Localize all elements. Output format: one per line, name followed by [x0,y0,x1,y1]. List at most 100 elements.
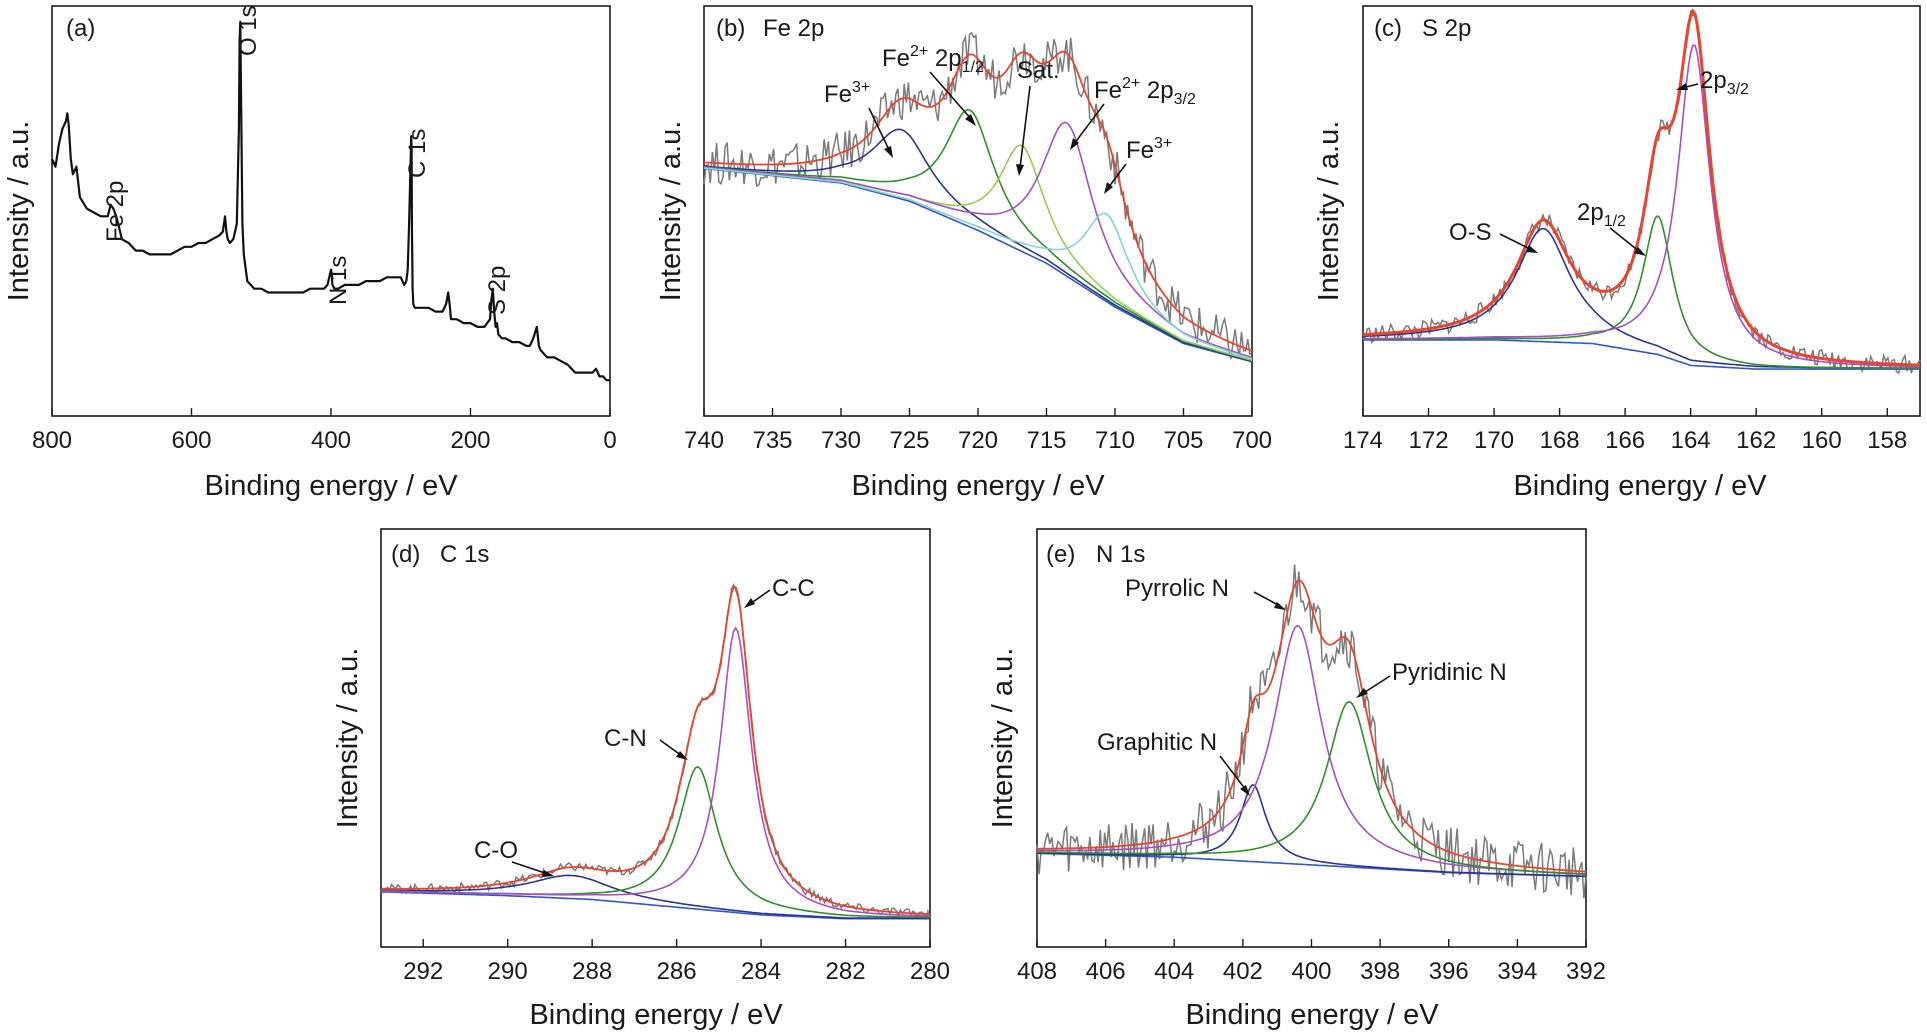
panel-a-plot [51,20,610,382]
panel-d-xlabel: Binding energy / eV [529,999,783,1031]
arrowhead-fe2-2p32 [1070,138,1079,150]
annotation-sat: Sat. [1017,57,1060,84]
panel-d-plot [380,582,931,921]
panel-b-xtick-label: 720 [958,427,998,454]
arrowhead-fe3-left [884,146,893,158]
panel-c-xtick-label: 174 [1343,427,1383,454]
panel-b-label: (b) [716,15,745,42]
annotation-2p32: 2p3/2 [1700,67,1749,98]
panel-e-ylabel: Intensity / a.u. [987,648,1019,829]
annotation-c1s: C 1s [404,129,431,178]
arrowhead-c-o [542,870,554,877]
panel-e-xtick-label: 404 [1154,958,1194,985]
panel-e-title: N 1s [1096,541,1145,568]
arrowhead-c-c [744,598,755,608]
panel-d-frame [380,528,931,948]
arrow-sat [1019,85,1031,169]
annotation-s2p: S 2p [484,266,511,315]
panel-b-ylabel: Intensity / a.u. [655,121,687,302]
annotation-c-c: C-C [772,575,815,602]
panel-c-ylabel: Intensity / a.u. [1313,121,1345,302]
panel-b-xtick-label: 725 [889,427,929,454]
raw-data-line [1362,9,1921,375]
panel-c-xtick-label: 170 [1474,427,1514,454]
panel-d: (d) C 1s Binding energy / eV Intensity /… [332,528,950,1031]
annotation-c-n: C-N [604,725,647,752]
panel-a-xticks: 800 600 400 200 0 [32,408,617,454]
arrow-fe3-left [868,107,891,153]
panel-e-xtick-label: 392 [1566,958,1606,985]
arrowhead-pyridinic-n [1356,688,1368,698]
panel-b-xtick-label: 715 [1026,427,1066,454]
panel-c-xtick-label: 168 [1540,427,1580,454]
arrow-fe3-right [1107,163,1127,189]
component-fe3--line [703,128,1253,362]
arrowhead-o-s [1526,245,1538,253]
arrow-graphitic-n [1219,755,1247,791]
arrow-o-s [1499,233,1533,251]
panel-a-xlabel: Binding energy / eV [204,470,458,502]
panel-b-plot [703,31,1253,363]
panel-c-frame [1362,5,1921,417]
panel-c-xlabel: Binding energy / eV [1513,470,1767,502]
annotation-o-s: O-S [1449,219,1492,246]
arrow-pyridinic-n [1361,675,1391,695]
annotation-pyrrolic-n: Pyrrolic N [1125,575,1229,602]
panel-c-xtick-label: 166 [1605,427,1645,454]
fit-envelope-line [703,50,1253,352]
arrow-2p12 [1609,227,1641,253]
panel-e-xtick-label: 398 [1360,958,1400,985]
panel-d-xticks: 292 290 288 286 284 282 280 [403,939,950,985]
fit-envelope-line [381,586,931,916]
panel-c: (c) S 2p Binding energy / eV Intensity /… [1313,5,1921,502]
panel-c-label: (c) [1374,15,1402,42]
component-fe2-2p3-2-line [703,121,1253,359]
component-pyridinic-n-line [1037,700,1587,875]
panel-b-xtick-label: 740 [684,427,724,454]
annotation-o1s: O 1s [235,5,262,56]
panel-b-xtick-label: 705 [1163,427,1203,454]
panel-a-xtick-label: 0 [603,427,616,454]
annotation-fe3-left: Fe3+ [824,79,870,108]
annotation-graphitic-n: Graphitic N [1097,729,1217,756]
component-fe3--line [703,167,1253,360]
raw-data-line [703,31,1253,360]
fit-envelope-line [1362,8,1920,367]
panel-d-title: C 1s [440,541,489,568]
panel-d-xtick-label: 286 [657,958,697,985]
panel-e-xlabel: Binding energy / eV [1185,999,1439,1031]
fit-envelope-line [1037,579,1587,873]
panel-d-xtick-label: 290 [488,958,528,985]
panel-b-xlabel: Binding energy / eV [851,470,1105,502]
arrowhead-fe3-right [1104,182,1113,194]
panel-e-annotations: Graphitic N Pyrrolic N Pyridinic N [1097,575,1507,796]
baseline-line [1363,339,1920,370]
panel-a-label: (a) [66,15,95,42]
arrowhead-graphitic-n [1240,785,1250,796]
panel-a-xtick-label: 600 [171,427,211,454]
component-c-o-line [381,874,930,920]
panel-d-xtick-label: 280 [910,958,950,985]
panel-e-xticks: 408 406 404 402 400 398 396 394 392 [1017,939,1606,985]
panel-d-label: (d) [391,541,420,568]
arrow-c-o [511,861,549,875]
panel-a: (a) Binding energy / eV Intensity / a.u.… [3,5,617,502]
panel-b-xtick-label: 730 [821,427,861,454]
annotation-n1s: N 1s [325,256,352,305]
arrowhead-pyrrolic-n [1274,602,1286,610]
annotation-pyridinic-n: Pyridinic N [1392,659,1507,686]
panel-d-xtick-label: 292 [403,958,443,985]
component-graphitic-n-line [1037,784,1587,878]
panel-e-xtick-label: 406 [1086,958,1126,985]
panel-c-xtick-label: 158 [1867,427,1907,454]
arrowhead-c-n [676,751,688,760]
panel-b-xtick-label: 710 [1095,427,1135,454]
panel-b-xtick-label: 700 [1232,427,1272,454]
panel-c-xtick-label: 162 [1736,427,1776,454]
panel-c-xtick-label: 160 [1802,427,1842,454]
panel-a-xtick-label: 800 [32,427,72,454]
arrow-fe2-2p12 [929,71,973,121]
panel-a-ylabel: Intensity / a.u. [3,121,35,302]
arrowhead-fe2-2p12 [965,114,976,126]
